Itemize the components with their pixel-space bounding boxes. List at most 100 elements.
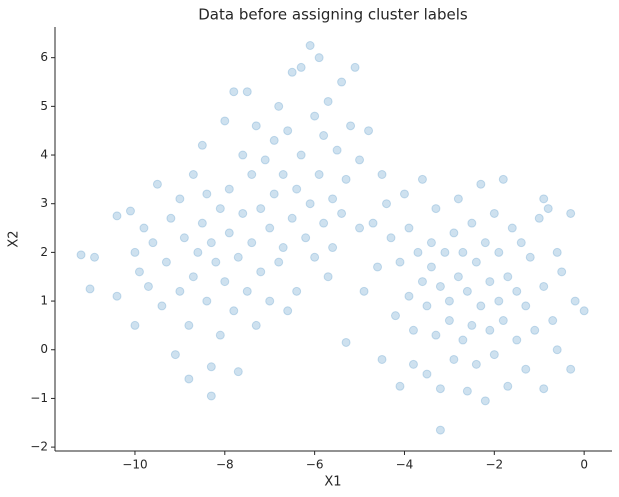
x-tick-label: −4 xyxy=(396,458,414,472)
y-tick-label: 1 xyxy=(40,294,48,308)
point xyxy=(269,135,279,145)
point xyxy=(143,281,153,291)
point xyxy=(197,140,207,150)
point xyxy=(175,286,185,296)
point xyxy=(179,233,189,243)
point xyxy=(283,306,293,316)
point xyxy=(350,62,360,72)
x-tick-label: 0 xyxy=(580,458,588,472)
point xyxy=(408,325,418,335)
chart-title: Data before assigning cluster labels xyxy=(198,6,468,24)
point xyxy=(503,381,513,391)
point xyxy=(242,286,252,296)
point xyxy=(355,155,365,165)
point xyxy=(242,87,252,97)
point xyxy=(566,364,576,374)
point xyxy=(355,223,365,233)
point xyxy=(134,267,144,277)
point xyxy=(539,194,549,204)
point xyxy=(341,337,351,347)
x-tick-label: −8 xyxy=(216,458,234,472)
point xyxy=(525,252,535,262)
point xyxy=(530,325,540,335)
point xyxy=(305,40,315,50)
point xyxy=(494,296,504,306)
point xyxy=(476,301,486,311)
point xyxy=(521,301,531,311)
point xyxy=(332,145,342,155)
point xyxy=(251,320,261,330)
y-tick-label: −1 xyxy=(30,391,48,405)
point xyxy=(485,325,495,335)
point xyxy=(467,218,477,228)
point xyxy=(507,223,517,233)
point xyxy=(224,184,234,194)
point xyxy=(552,345,562,355)
point xyxy=(467,320,477,330)
point xyxy=(444,316,454,326)
point xyxy=(188,272,198,282)
point xyxy=(341,174,351,184)
point xyxy=(458,247,468,257)
point xyxy=(256,267,266,277)
point xyxy=(323,272,333,282)
point xyxy=(337,208,347,218)
point xyxy=(539,384,549,394)
point xyxy=(278,243,288,253)
point xyxy=(449,354,459,364)
point xyxy=(202,296,212,306)
point xyxy=(314,53,324,63)
point xyxy=(404,223,414,233)
point xyxy=(521,364,531,374)
point xyxy=(247,169,257,179)
point xyxy=(274,101,284,111)
point xyxy=(462,386,472,396)
y-tick-label: 4 xyxy=(40,148,48,162)
point xyxy=(130,320,140,330)
point xyxy=(395,381,405,391)
point xyxy=(417,277,427,287)
point xyxy=(377,354,387,364)
point xyxy=(292,184,302,194)
point xyxy=(328,243,338,253)
point xyxy=(422,369,432,379)
point xyxy=(337,77,347,87)
point xyxy=(274,257,284,267)
point xyxy=(426,238,436,248)
point xyxy=(489,350,499,360)
point xyxy=(161,257,171,267)
point xyxy=(328,194,338,204)
point xyxy=(238,208,248,218)
point xyxy=(305,199,315,209)
y-tick-label: 3 xyxy=(40,196,48,210)
point xyxy=(206,362,216,372)
point xyxy=(148,238,158,248)
point xyxy=(471,257,481,267)
point xyxy=(193,247,203,257)
point xyxy=(435,281,445,291)
point xyxy=(364,126,374,136)
point xyxy=(422,301,432,311)
point xyxy=(310,252,320,262)
y-tick-label: −2 xyxy=(30,440,48,454)
point xyxy=(296,150,306,160)
point xyxy=(373,262,383,272)
point xyxy=(386,233,396,243)
point xyxy=(431,330,441,340)
point xyxy=(476,179,486,189)
point xyxy=(435,425,445,435)
point xyxy=(382,199,392,209)
point xyxy=(197,218,207,228)
point xyxy=(408,359,418,369)
point xyxy=(224,228,234,238)
point xyxy=(485,277,495,287)
point xyxy=(283,126,293,136)
point xyxy=(175,194,185,204)
x-axis-label: X1 xyxy=(324,475,341,490)
point xyxy=(301,233,311,243)
point xyxy=(480,238,490,248)
point xyxy=(130,247,140,257)
point xyxy=(215,204,225,214)
x-tick-label: −2 xyxy=(485,458,503,472)
